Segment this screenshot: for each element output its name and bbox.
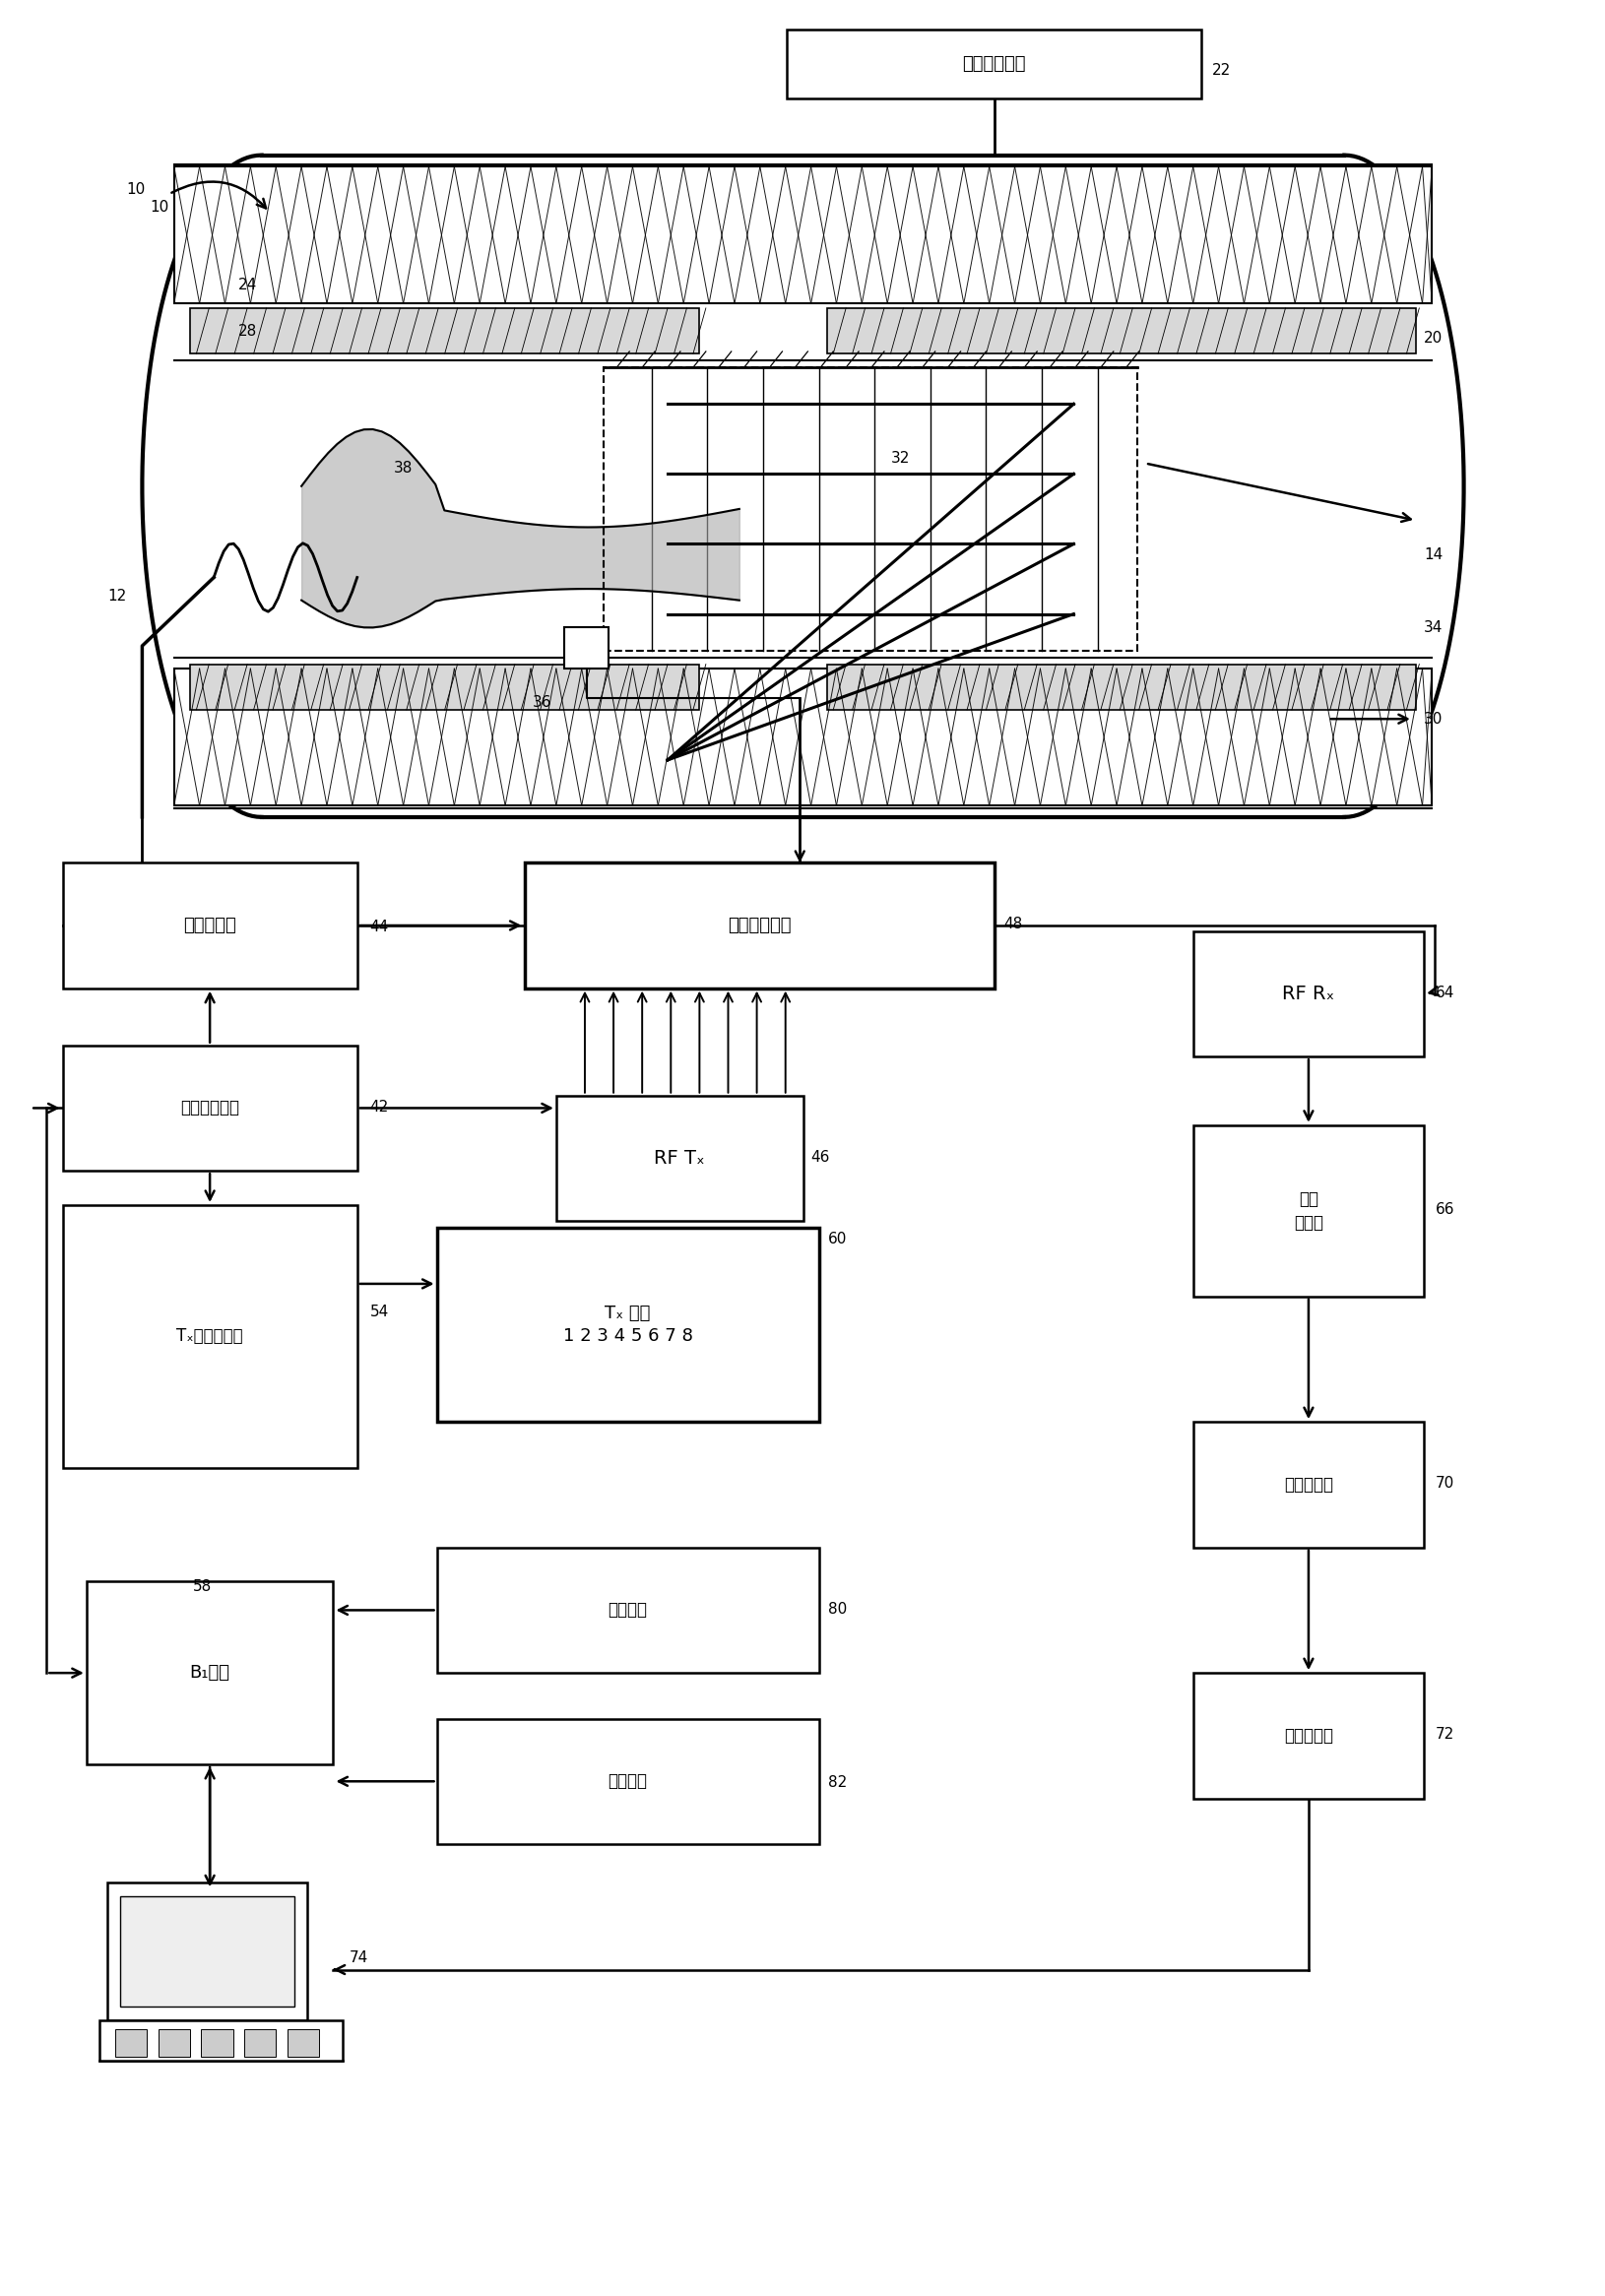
Text: 32: 32 xyxy=(891,452,908,466)
Text: 30: 30 xyxy=(1424,712,1443,726)
Bar xyxy=(603,367,1136,650)
Bar xyxy=(63,1045,356,1171)
Text: 梯度放大器: 梯度放大器 xyxy=(183,916,236,934)
Bar xyxy=(786,30,1201,99)
Bar xyxy=(108,1883,307,2020)
Text: 42: 42 xyxy=(369,1100,388,1114)
Bar xyxy=(100,2020,342,2062)
Bar xyxy=(157,2030,189,2057)
Text: 10: 10 xyxy=(149,200,169,216)
Text: Tₓ 配置
1 2 3 4 5 6 7 8: Tₓ 配置 1 2 3 4 5 6 7 8 xyxy=(563,1304,692,1345)
Text: 幻像数据: 幻像数据 xyxy=(608,1600,647,1619)
Text: 58: 58 xyxy=(193,1580,212,1593)
Text: 66: 66 xyxy=(1435,1203,1454,1217)
Bar xyxy=(244,2030,276,2057)
Bar xyxy=(827,664,1416,709)
Text: 图像存储器: 图像存储器 xyxy=(1282,1727,1332,1745)
Text: 主磁体控制器: 主磁体控制器 xyxy=(961,55,1026,73)
Text: 线圈切换电路: 线圈切换电路 xyxy=(727,916,791,934)
Bar xyxy=(1193,1674,1424,1798)
Bar xyxy=(1193,932,1424,1056)
Text: 74: 74 xyxy=(348,1952,368,1965)
Text: 44: 44 xyxy=(369,918,388,934)
Text: 20: 20 xyxy=(1424,331,1441,344)
Bar xyxy=(201,2030,233,2057)
Text: 解剖模型: 解剖模型 xyxy=(608,1773,647,1791)
Text: 60: 60 xyxy=(828,1233,847,1247)
Text: 14: 14 xyxy=(1424,546,1441,563)
Text: 24: 24 xyxy=(238,278,257,292)
Bar xyxy=(120,1896,295,2007)
Bar xyxy=(563,627,608,668)
Bar xyxy=(827,308,1416,354)
Bar xyxy=(1193,1421,1424,1548)
Text: Tₓ配置选择器: Tₓ配置选择器 xyxy=(177,1327,242,1345)
Bar xyxy=(173,168,1432,303)
Text: 70: 70 xyxy=(1435,1476,1453,1490)
Text: 64: 64 xyxy=(1435,985,1453,1001)
Bar xyxy=(189,308,700,354)
Bar xyxy=(63,863,356,987)
Text: 82: 82 xyxy=(828,1775,847,1791)
Bar xyxy=(437,1228,819,1421)
Text: 38: 38 xyxy=(393,461,412,475)
Text: 22: 22 xyxy=(1212,64,1231,78)
Text: 12: 12 xyxy=(108,588,127,604)
Text: 重建处理器: 重建处理器 xyxy=(1282,1476,1332,1492)
Text: 36: 36 xyxy=(531,696,551,709)
Bar xyxy=(555,1095,802,1221)
Text: 扫描仪控制器: 扫描仪控制器 xyxy=(180,1100,239,1116)
Bar xyxy=(287,2030,319,2057)
Bar xyxy=(189,664,700,709)
Text: 48: 48 xyxy=(1003,916,1022,932)
Bar xyxy=(523,863,993,987)
Bar xyxy=(437,1548,819,1674)
Bar xyxy=(63,1205,356,1467)
Bar xyxy=(1193,1125,1424,1297)
Bar xyxy=(87,1582,334,1763)
Text: 54: 54 xyxy=(369,1304,388,1320)
Text: 46: 46 xyxy=(811,1150,830,1164)
Text: 80: 80 xyxy=(828,1603,847,1616)
Bar xyxy=(437,1720,819,1844)
Text: RF Tₓ: RF Tₓ xyxy=(653,1148,705,1169)
Bar xyxy=(173,668,1432,806)
Text: RF Rₓ: RF Rₓ xyxy=(1282,985,1334,1003)
Text: B₁映射: B₁映射 xyxy=(189,1665,230,1681)
Text: 10: 10 xyxy=(127,181,144,197)
Text: 28: 28 xyxy=(238,324,257,338)
Text: 72: 72 xyxy=(1435,1727,1453,1743)
Bar xyxy=(116,2030,148,2057)
Text: 34: 34 xyxy=(1424,620,1443,636)
Text: 数据
缓冲区: 数据 缓冲区 xyxy=(1294,1189,1323,1231)
